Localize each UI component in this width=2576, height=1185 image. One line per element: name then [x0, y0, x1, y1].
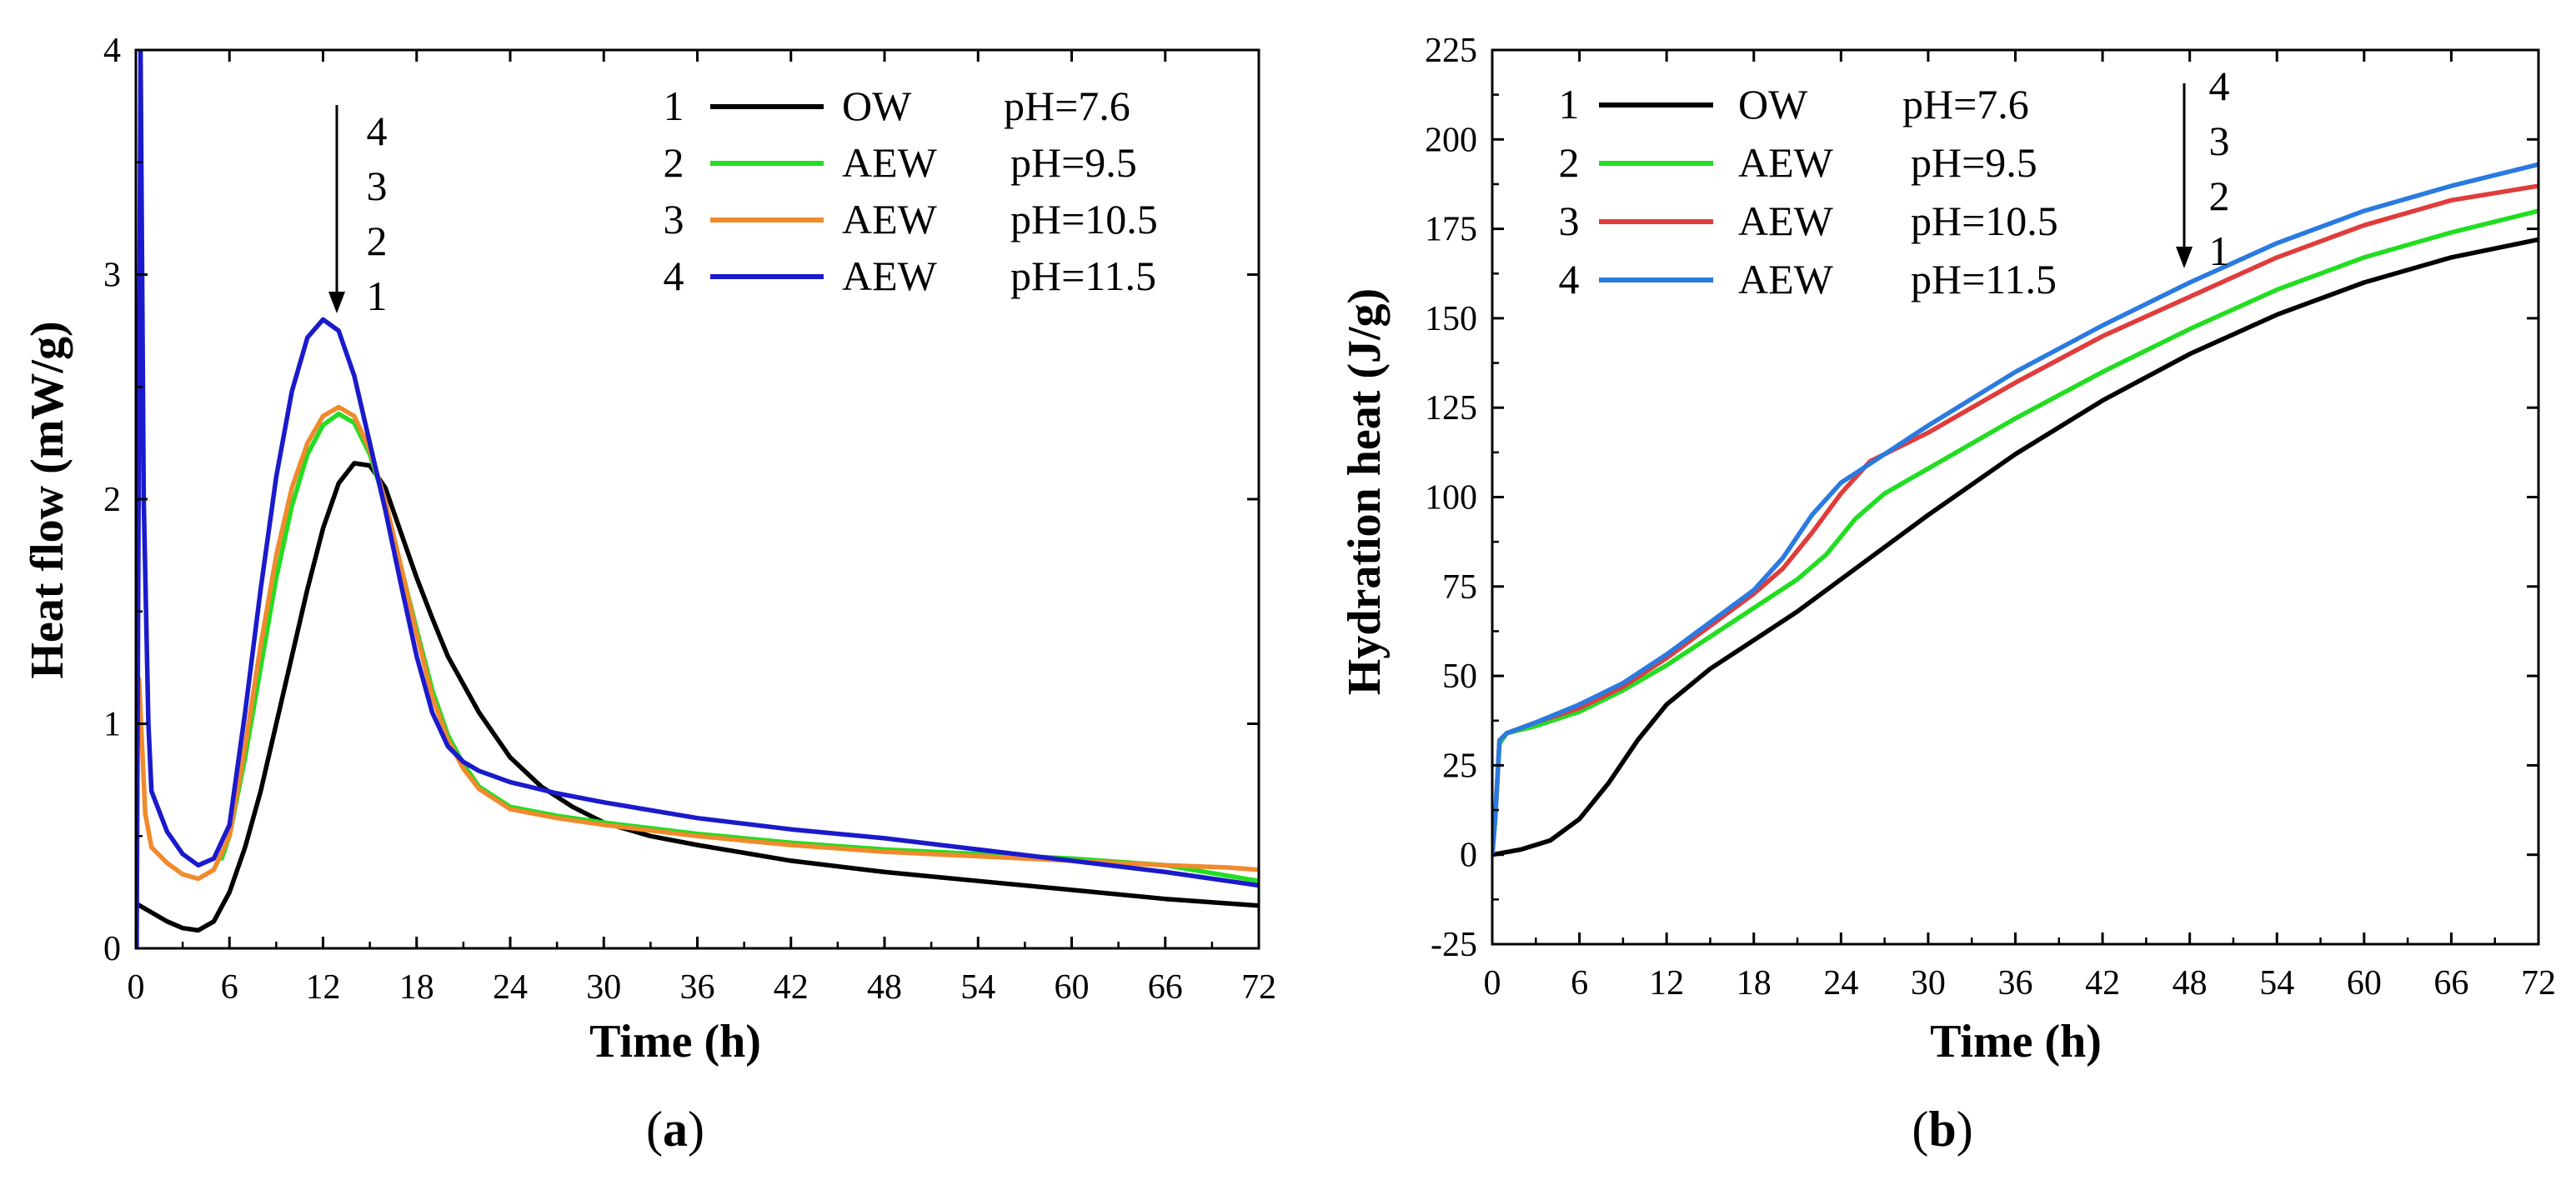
legend-ph: pH=9.5 — [1911, 139, 2037, 186]
x-tick-label: 48 — [867, 968, 902, 1007]
legend-name: AEW — [842, 252, 938, 299]
x-tick-label: 42 — [2085, 964, 2120, 1002]
x-tick-label: 12 — [1649, 964, 1684, 1002]
x-tick-label: 0 — [128, 968, 145, 1007]
legend-name: AEW — [1738, 139, 1834, 186]
arrow-label: 4 — [367, 108, 388, 154]
series-line-4 — [1492, 162, 2538, 858]
legend-ph: pH=7.6 — [1902, 81, 2029, 128]
x-tick-label: 42 — [774, 968, 809, 1007]
x-tick-label: 60 — [2347, 964, 2382, 1002]
series-line-3 — [136, 404, 1259, 882]
arrow-label: 2 — [2209, 172, 2230, 219]
x-tick-label: 12 — [306, 968, 341, 1007]
x-tick-label: 72 — [2521, 964, 2556, 1002]
x-tick-label: 0 — [1484, 964, 1501, 1002]
panel-label-open: ( — [646, 1102, 663, 1157]
series-line-1 — [1492, 237, 2538, 858]
x-tick-label: 54 — [2259, 964, 2294, 1002]
y-tick-label: 125 — [1425, 389, 1477, 428]
legend-ph: pH=11.5 — [1911, 256, 2057, 302]
arrow-label: 1 — [2209, 228, 2230, 274]
x-tick-label: 18 — [1737, 964, 1772, 1002]
x-tick-label: 6 — [221, 968, 238, 1007]
y-tick-label: 225 — [1425, 32, 1477, 70]
panel-label: (b) — [1912, 1102, 1972, 1157]
y-axis-title: Hydration heat (J/g) — [1339, 288, 1391, 695]
y-tick-label: 4 — [103, 32, 121, 70]
legend-number: 4 — [1559, 256, 1580, 302]
y-tick-label: -25 — [1431, 926, 1477, 964]
x-tick-label: 6 — [1571, 964, 1588, 1002]
legend-number: 2 — [664, 139, 684, 186]
y-tick-label: 1 — [103, 706, 121, 744]
y-tick-label: 100 — [1425, 479, 1477, 518]
y-tick-label: 0 — [103, 930, 121, 968]
x-tick-label: 36 — [1998, 964, 2033, 1002]
x-tick-label: 30 — [1911, 964, 1946, 1002]
legend-name: AEW — [1738, 198, 1834, 244]
legend-name: AEW — [1738, 256, 1834, 302]
x-tick-label: 48 — [2173, 964, 2208, 1002]
y-tick-label: 3 — [103, 257, 121, 295]
legend-number: 3 — [1559, 198, 1580, 244]
arrow-label: 2 — [367, 218, 388, 264]
x-tick-label: 66 — [2433, 964, 2468, 1002]
x-axis-title: Time (h) — [589, 1016, 761, 1068]
arrow-label: 3 — [367, 162, 388, 209]
arrow-head — [328, 292, 345, 313]
legend-name: AEW — [842, 196, 938, 242]
x-tick-label: 66 — [1148, 968, 1183, 1007]
arrow-label: 1 — [367, 272, 388, 319]
chart-panel-b: 0 6 12 18 24 30 36 42 48 54 60 66 72-250255075100125… — [1339, 32, 2556, 1157]
arrow-label: 3 — [2209, 118, 2230, 164]
arrow-label: 4 — [2209, 62, 2230, 109]
legend-name: OW — [1738, 81, 1808, 128]
legend-name: OW — [842, 82, 912, 129]
legend-number: 3 — [664, 196, 684, 242]
panel-label-open: ( — [1912, 1102, 1928, 1157]
legend-number: 2 — [1559, 139, 1580, 186]
legend-name: AEW — [842, 139, 938, 186]
x-tick-label: 72 — [1241, 968, 1276, 1007]
legend-ph: pH=10.5 — [1911, 198, 2058, 244]
legend-number: 1 — [1559, 81, 1580, 128]
x-tick-label: 30 — [586, 968, 621, 1007]
y-tick-label: 2 — [103, 481, 121, 519]
x-tick-label: 24 — [1823, 964, 1858, 1002]
y-tick-label: 0 — [1460, 837, 1477, 875]
legend-ph: pH=11.5 — [1010, 252, 1156, 299]
x-tick-label: 18 — [399, 968, 434, 1007]
x-tick-label: 54 — [960, 968, 995, 1007]
series-line-2 — [1492, 208, 2538, 858]
legend-ph: pH=10.5 — [1010, 196, 1158, 242]
panel-label-letter: b — [1928, 1102, 1956, 1157]
legend-number: 1 — [664, 82, 684, 129]
legend-ph: pH=7.6 — [1004, 82, 1130, 129]
x-tick-label: 24 — [493, 968, 528, 1007]
panel-label-close: ) — [688, 1102, 704, 1157]
y-tick-label: 50 — [1442, 658, 1477, 696]
arrow-head — [2176, 247, 2193, 268]
series-line-4 — [136, 50, 1259, 948]
x-axis-title: Time (h) — [1930, 1016, 2102, 1068]
y-tick-label: 200 — [1425, 121, 1477, 159]
legend-ph: pH=9.5 — [1010, 139, 1137, 186]
y-tick-label: 75 — [1442, 568, 1477, 607]
series-line-1 — [136, 461, 1259, 933]
y-axis-title: Heat flow (mW/g) — [22, 321, 73, 678]
legend-number: 4 — [664, 252, 684, 299]
panel-label-letter: a — [663, 1102, 688, 1157]
x-tick-label: 36 — [680, 968, 715, 1007]
y-tick-label: 150 — [1425, 300, 1477, 338]
y-tick-label: 175 — [1425, 211, 1477, 249]
x-tick-label: 60 — [1055, 968, 1090, 1007]
panel-label-close: ) — [1957, 1102, 1973, 1157]
panel-label: (a) — [646, 1102, 704, 1157]
y-tick-label: 25 — [1442, 747, 1477, 785]
